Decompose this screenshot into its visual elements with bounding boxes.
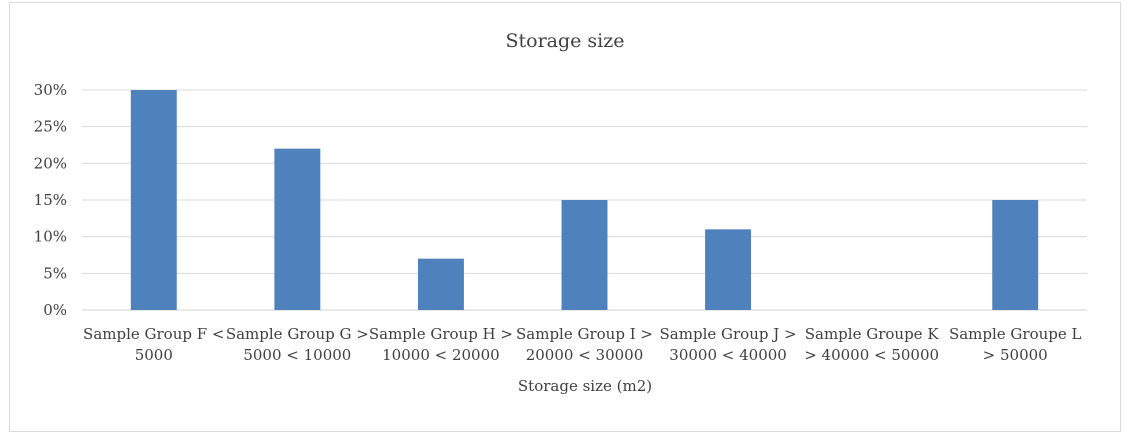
y-tick-label: 25%	[34, 118, 67, 136]
bars	[130, 90, 1039, 310]
gridlines	[82, 89, 1087, 311]
x-category-label: Sample Groupe L > 50000	[949, 325, 1082, 364]
bar	[992, 200, 1039, 310]
y-tick-label: 0%	[43, 301, 67, 319]
x-category-label: Sample Groupe K > 40000 < 50000	[804, 325, 939, 364]
y-tick-label: 15%	[34, 191, 67, 209]
y-tick-label: 5%	[43, 264, 67, 282]
bar	[274, 148, 321, 310]
x-category-label: Sample Group J >30000 < 40000	[660, 325, 797, 364]
x-category-label: Sample Group F <5000	[83, 325, 224, 364]
y-tick-label: 30%	[34, 81, 67, 99]
x-category-label: Sample Group I >20000 < 30000	[516, 325, 653, 364]
y-tick-label: 10%	[34, 228, 67, 246]
x-axis-title: Storage size (m2)	[518, 377, 652, 395]
x-category-label: Sample Group G >5000 < 10000	[226, 325, 369, 364]
bar	[130, 90, 177, 310]
bar	[417, 258, 464, 310]
bar	[561, 200, 608, 310]
y-tick-label: 20%	[34, 154, 67, 172]
x-category-label: Sample Group H >10000 < 20000	[369, 325, 513, 364]
y-axis-ticks: 0% 5% 10% 15% 20% 25% 30%	[34, 81, 67, 319]
bar	[705, 229, 752, 310]
chart-title: Storage size	[505, 30, 624, 52]
